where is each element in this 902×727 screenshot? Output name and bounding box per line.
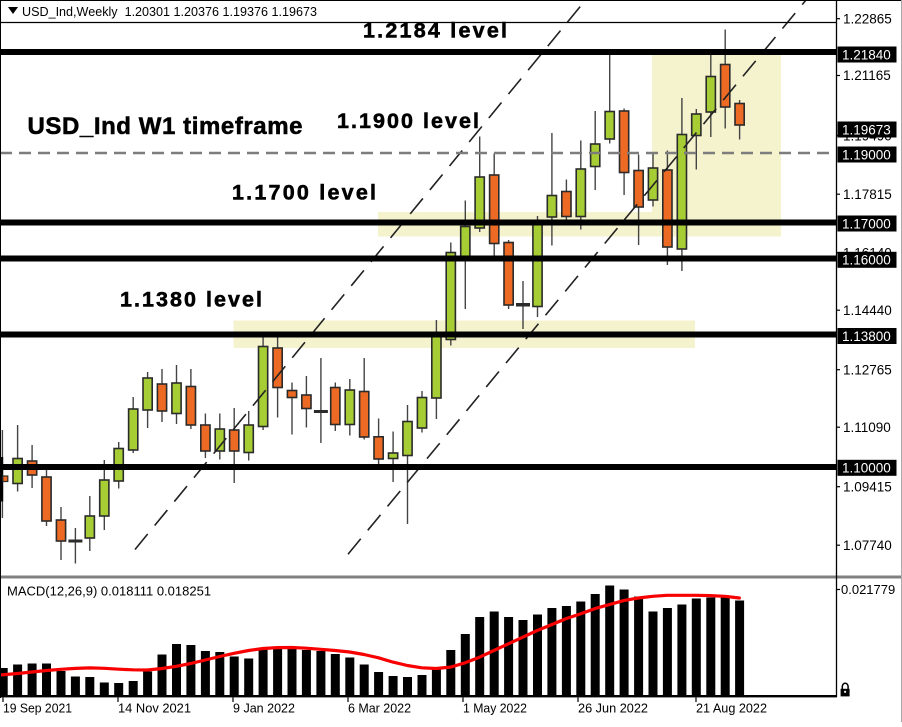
svg-text:26 Jun 2022: 26 Jun 2022 [578, 701, 648, 716]
svg-text:1.21165: 1.21165 [843, 68, 891, 83]
svg-text:1.19000: 1.19000 [842, 147, 891, 162]
svg-text:1.12765: 1.12765 [843, 362, 892, 377]
svg-text:1.1380 level: 1.1380 level [120, 288, 262, 312]
svg-text:21 Aug 2022: 21 Aug 2022 [696, 701, 767, 716]
svg-text:1.07740: 1.07740 [843, 538, 892, 553]
svg-text:1.10000: 1.10000 [842, 461, 891, 476]
svg-text:1.14440: 1.14440 [843, 303, 892, 318]
svg-text:6 Mar 2022: 6 Mar 2022 [348, 701, 411, 716]
svg-text:MACD(12,26,9) 0.018111 0.01825: MACD(12,26,9) 0.018111 0.018251 [7, 584, 211, 599]
svg-text:USD_Ind,Weekly 1.20301 1.2037: USD_Ind,Weekly 1.20301 1.20376 1.19376 1… [22, 4, 317, 19]
svg-text:1.13800: 1.13800 [842, 329, 891, 344]
svg-text:0.021779: 0.021779 [841, 582, 895, 597]
svg-text:1.19673: 1.19673 [842, 122, 891, 137]
svg-text:1.1700 level: 1.1700 level [232, 181, 376, 205]
svg-text:19 Sep 2021: 19 Sep 2021 [3, 701, 72, 716]
svg-text:1.17000: 1.17000 [842, 216, 891, 231]
svg-text:14 Nov 2021: 14 Nov 2021 [118, 701, 191, 716]
svg-text:1 May 2022: 1 May 2022 [463, 701, 527, 716]
svg-text:USD_Ind W1 timeframe: USD_Ind W1 timeframe [28, 113, 303, 140]
svg-text:1.17815: 1.17815 [843, 187, 892, 202]
svg-text:1.09415: 1.09415 [843, 479, 892, 494]
svg-text:9 Jan 2022: 9 Jan 2022 [233, 701, 295, 716]
svg-text:1.22865: 1.22865 [843, 11, 892, 26]
svg-text:1.21840: 1.21840 [842, 47, 891, 62]
svg-text:1.16000: 1.16000 [842, 253, 891, 268]
svg-text:1.11090: 1.11090 [843, 420, 891, 435]
svg-text:1.1900 level: 1.1900 level [337, 109, 479, 133]
